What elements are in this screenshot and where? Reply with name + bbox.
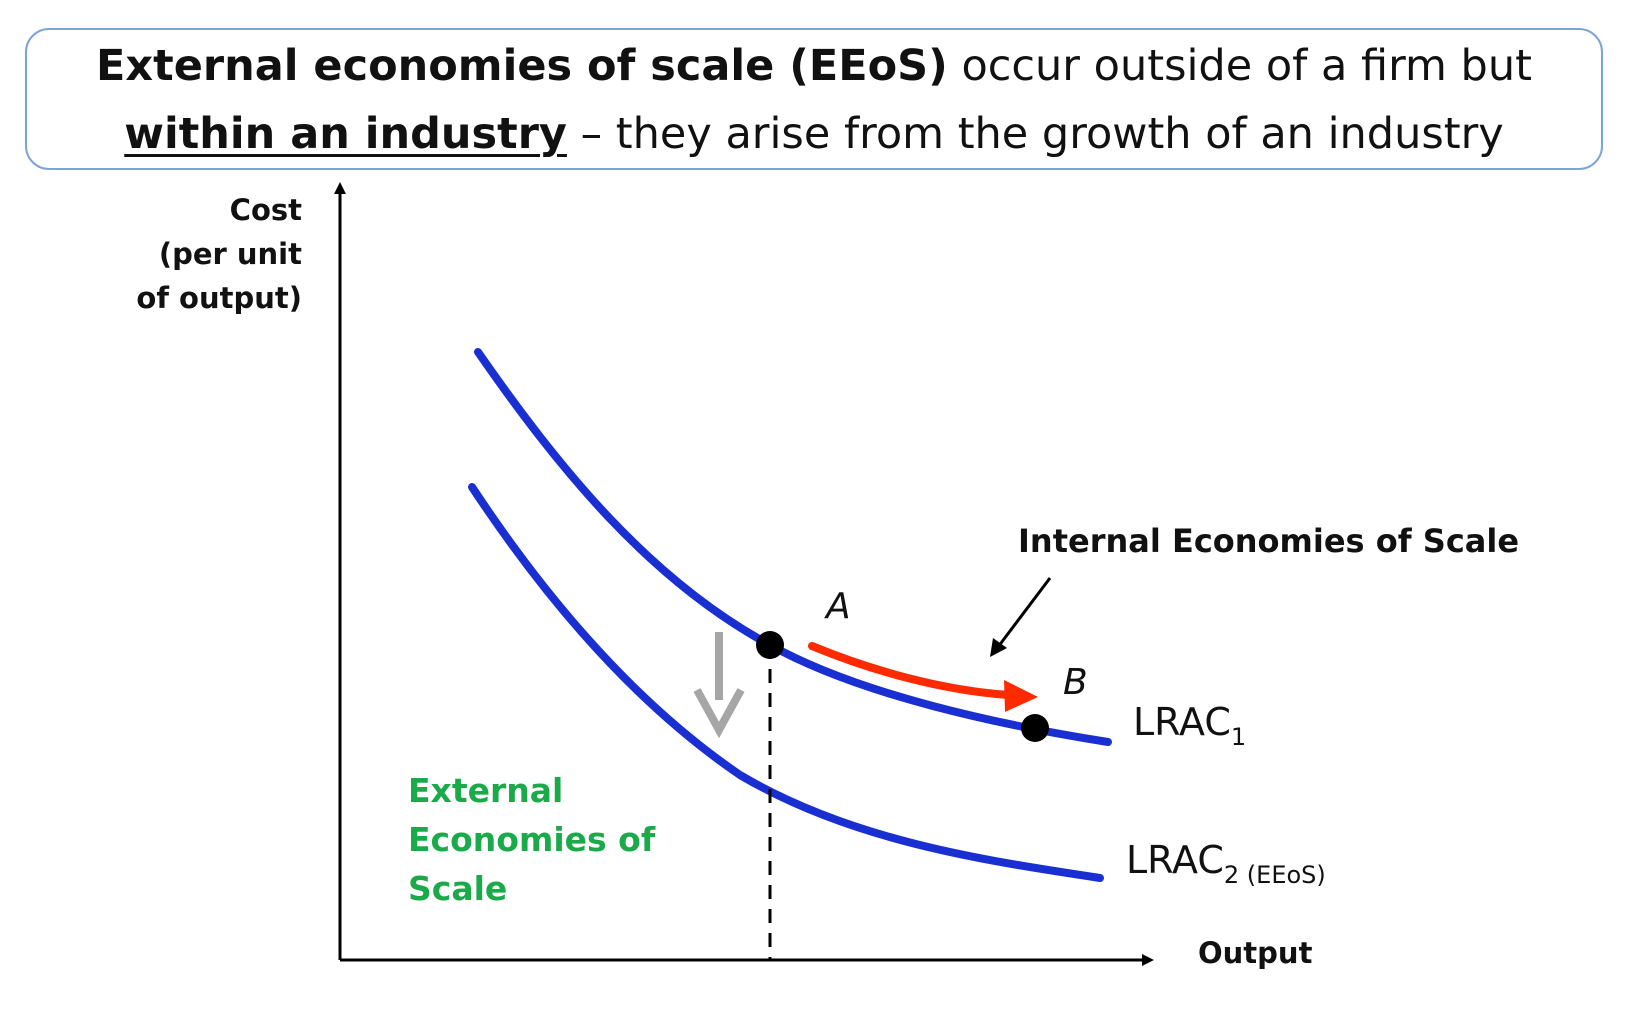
red-arrow-head — [1004, 680, 1038, 712]
lrac1-label: LRAC1 — [1133, 700, 1246, 751]
point-b-dot — [1021, 714, 1049, 742]
point-a-dot — [756, 631, 784, 659]
lrac1-curve — [474, 348, 1112, 746]
point-a-label: A — [826, 586, 851, 627]
y-axis-label-line2: (per unit — [158, 237, 302, 271]
internal-economies-label: Internal Economies of Scale — [1018, 522, 1520, 560]
internal-pointer-line — [996, 577, 1052, 648]
lrac2-label-main: LRAC — [1126, 838, 1224, 882]
headline-box: External economies of scale (EEoS) occur… — [25, 28, 1603, 170]
headline-text-2: – they arise from the growth of an indus… — [566, 109, 1504, 159]
red-arrow-shaft — [808, 642, 1012, 699]
lrac2-curve — [468, 483, 1104, 882]
lrac1-label-sub: 1 — [1230, 723, 1247, 751]
lrac2-label: LRAC2 (EEoS) — [1126, 838, 1326, 889]
headline-text-1: occur outside of a firm but — [947, 41, 1532, 91]
lrac2-label-sub: 2 (EEoS) — [1223, 861, 1326, 889]
point-b-label: B — [1063, 662, 1088, 703]
y-axis-label: Cost (per unit of output) — [136, 188, 302, 320]
lrac1-label-main: LRAC — [1133, 700, 1231, 744]
x-axis-label: Output — [1198, 936, 1313, 970]
y-axis-label-line3: of output) — [136, 281, 302, 315]
headline-bold: External economies of scale (EEoS) — [96, 41, 948, 91]
headline-underlined: within an industry — [124, 109, 567, 159]
external-economies-label: External Economies of Scale — [408, 771, 656, 908]
y-axis-label-line1: Cost — [229, 193, 302, 227]
internal-pointer-head — [990, 638, 1007, 657]
grey-arrow-head — [693, 688, 745, 739]
